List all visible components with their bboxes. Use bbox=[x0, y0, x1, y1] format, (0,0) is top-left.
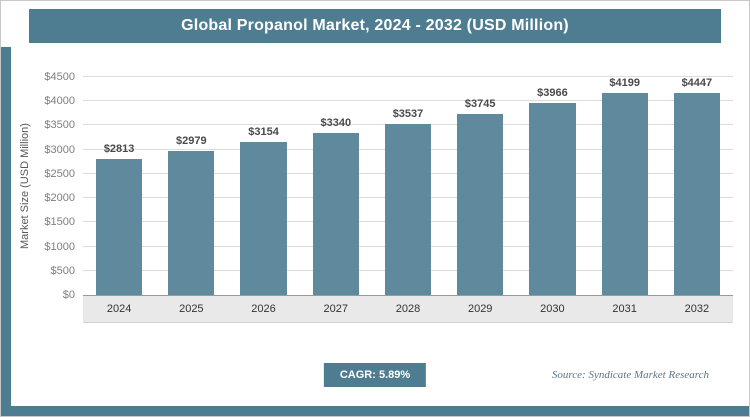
chart-title: Global Propanol Market, 2024 - 2032 (USD… bbox=[181, 17, 569, 34]
bar-value-label: $2813 bbox=[103, 142, 135, 155]
x-tick-label: 2026 bbox=[251, 303, 276, 315]
y-axis-title: Market Size (USD Million) bbox=[19, 123, 31, 249]
bar-value-label: $2979 bbox=[176, 134, 207, 147]
chart-footer: CAGR: 5.89% Source: Syndicate Market Res… bbox=[1, 363, 749, 389]
x-tick-label: 2024 bbox=[106, 303, 132, 315]
bar-column: $4199 bbox=[589, 77, 661, 295]
x-tick-label: 2028 bbox=[395, 303, 421, 315]
x-tick-label: 2027 bbox=[323, 303, 348, 315]
x-tick-label: 2030 bbox=[540, 303, 565, 315]
bar bbox=[601, 93, 648, 295]
bar-value-label: $3537 bbox=[392, 107, 424, 120]
bar-column: $3537 bbox=[372, 77, 444, 295]
y-tick-label: $4000 bbox=[44, 95, 75, 108]
bottom-accent-strip bbox=[1, 406, 749, 416]
source-text: Source: Syndicate Market Research bbox=[551, 369, 709, 381]
bar-column: $4447 bbox=[661, 77, 733, 295]
plot-column: $2813 $2979 $3154 $3340 $3537 $3745 $3966 $4199… bbox=[83, 76, 733, 323]
y-axis-ticks: $0 $500 $1000 $1500 $2000 $2500 $3000 $3500 $400… bbox=[35, 71, 83, 301]
bar-column: $3966 bbox=[516, 77, 588, 295]
bar-column: $2979 bbox=[155, 77, 227, 295]
bar-chart: Market Size (USD Million) $0 $500 $1000 $15… bbox=[15, 71, 733, 323]
bar bbox=[312, 133, 359, 295]
gridline bbox=[83, 100, 733, 102]
y-tick-label: $2000 bbox=[44, 192, 75, 205]
x-tick-label: 2029 bbox=[467, 303, 493, 315]
bar-value-label: $4447 bbox=[681, 77, 713, 89]
bar bbox=[457, 113, 504, 295]
y-tick-label: $0 bbox=[62, 289, 75, 301]
bar bbox=[384, 123, 432, 295]
x-tick-label: 2025 bbox=[179, 303, 204, 315]
cagr-badge: CAGR: 5.89% bbox=[323, 363, 427, 387]
y-tick-label: $4500 bbox=[44, 71, 75, 83]
x-tick-label: 2032 bbox=[684, 303, 710, 315]
bar-value-label: $3966 bbox=[537, 86, 568, 99]
bar-value-label: $3154 bbox=[248, 126, 279, 139]
bar-column: $3154 bbox=[227, 77, 299, 295]
bar bbox=[673, 93, 720, 295]
bar bbox=[168, 150, 215, 295]
gridline bbox=[83, 76, 733, 77]
bar bbox=[240, 142, 287, 295]
bar bbox=[96, 158, 143, 295]
x-tick-label: 2031 bbox=[612, 303, 637, 315]
left-accent-strip bbox=[1, 47, 11, 416]
x-axis: 2024 2025 2026 2027 2028 2029 2030 2031 2032 bbox=[83, 296, 733, 323]
chart-title-bar: Global Propanol Market, 2024 - 2032 (USD… bbox=[29, 9, 721, 43]
y-tick-label: $2500 bbox=[44, 167, 75, 180]
bar bbox=[529, 102, 576, 295]
y-tick-label: $3000 bbox=[44, 143, 75, 156]
bars: $2813 $2979 $3154 $3340 $3537 $3745 $3966 $4199… bbox=[83, 77, 733, 295]
bar-column: $3745 bbox=[444, 77, 516, 295]
bar-value-label: $4199 bbox=[609, 77, 640, 89]
bar-value-label: $3340 bbox=[320, 117, 352, 130]
y-tick-label: $3500 bbox=[44, 119, 75, 132]
y-tick-label: $1000 bbox=[44, 240, 75, 253]
bar-column: $3340 bbox=[300, 77, 372, 295]
y-tick-label: $1500 bbox=[44, 216, 75, 229]
plot-area: $2813 $2979 $3154 $3340 $3537 $3745 $3966 $4199… bbox=[83, 76, 733, 296]
y-tick-label: $500 bbox=[50, 264, 75, 277]
bar-value-label: $3745 bbox=[464, 97, 496, 110]
bar-column: $2813 bbox=[83, 77, 155, 295]
